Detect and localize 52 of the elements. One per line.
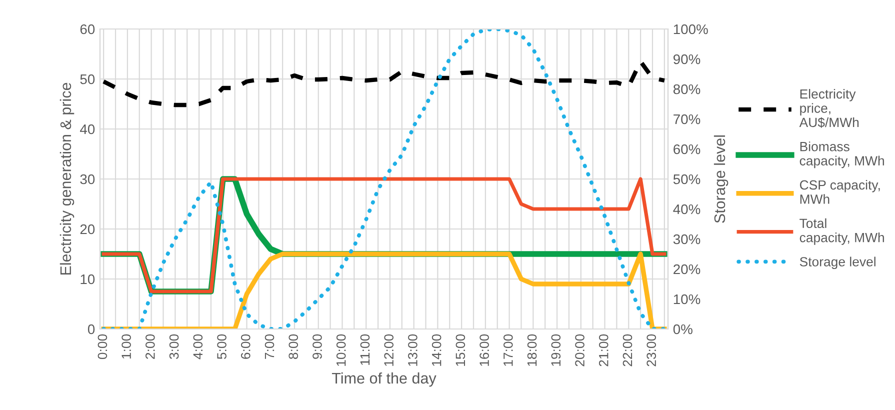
x-tick-label: 13:00	[408, 334, 418, 366]
x-tick-label: 17:00	[503, 334, 513, 366]
y2-tick-label: 10%	[674, 294, 700, 304]
x-tick-label: 15:00	[456, 334, 466, 366]
x-tick-label: 22:00	[622, 334, 632, 366]
x-tick-label: 20:00	[575, 334, 584, 366]
legend-label: Biomass capacity, MWh	[800, 142, 884, 168]
x-tick-label: 14:00	[432, 334, 442, 366]
legend-label: Storage level	[800, 256, 876, 270]
x-tick-label: 2:00	[146, 334, 155, 359]
x-tick-label: 1:00	[122, 334, 131, 359]
x-tick-label: 23:00	[646, 334, 656, 366]
x-tick-label: 6:00	[240, 334, 250, 359]
y-tick-label: 60	[80, 24, 95, 34]
y-tick-label: 40	[80, 124, 95, 134]
y2-tick-label: 70%	[674, 114, 700, 124]
y2-tick-label: 30%	[673, 234, 700, 244]
x-tick-label: 11:00	[360, 334, 370, 365]
y2-tick-label: 100%	[674, 24, 708, 34]
x-tick-label: 0:00	[98, 334, 108, 360]
x-axis-title: Time of the day	[332, 372, 436, 387]
x-tick-label: 7:00	[264, 334, 274, 359]
y2-tick-label: 0%	[673, 324, 692, 334]
y-tick-label: 50	[80, 74, 95, 84]
x-tick-label: 5:00	[217, 334, 226, 360]
y2-tick-label: 80%	[673, 84, 700, 94]
y-tick-label: 0	[88, 324, 95, 334]
y2-tick-label: 20%	[674, 264, 700, 274]
x-tick-label: 9:00	[312, 334, 322, 359]
y2-tick-label: 50%	[673, 174, 700, 184]
x-tick-label: 18:00	[527, 334, 537, 366]
x-tick-label: 8:00	[288, 334, 298, 359]
line-series	[101, 59, 667, 108]
x-tick-label: 19:00	[551, 334, 561, 366]
y2-tick-label: 90%	[674, 54, 700, 64]
y2-tick-label: 40%	[673, 204, 700, 214]
y-tick-label: 30	[80, 174, 95, 184]
x-tick-label: 3:00	[169, 334, 179, 360]
x-tick-label: 12:00	[384, 334, 394, 366]
x-tick-label: 16:00	[480, 334, 489, 366]
y-tick-label: 20	[80, 224, 95, 234]
y2-tick-label: 60%	[674, 144, 700, 154]
legend-label: Total capacity, MWh	[800, 218, 884, 245]
y-axis-title: Electricity generation & price	[60, 82, 74, 275]
x-tick-label: 21:00	[598, 334, 608, 366]
y2-axis-title: Storage level	[714, 135, 728, 223]
legend-label: Electricity price, AU$/MWh	[799, 88, 859, 128]
line-series	[102, 29, 666, 329]
x-tick-label: 10:00	[336, 334, 346, 366]
x-tick-label: 4:00	[193, 334, 203, 360]
legend-label: CSP capacity, MWh	[800, 180, 880, 204]
y-tick-label: 10	[80, 274, 95, 284]
